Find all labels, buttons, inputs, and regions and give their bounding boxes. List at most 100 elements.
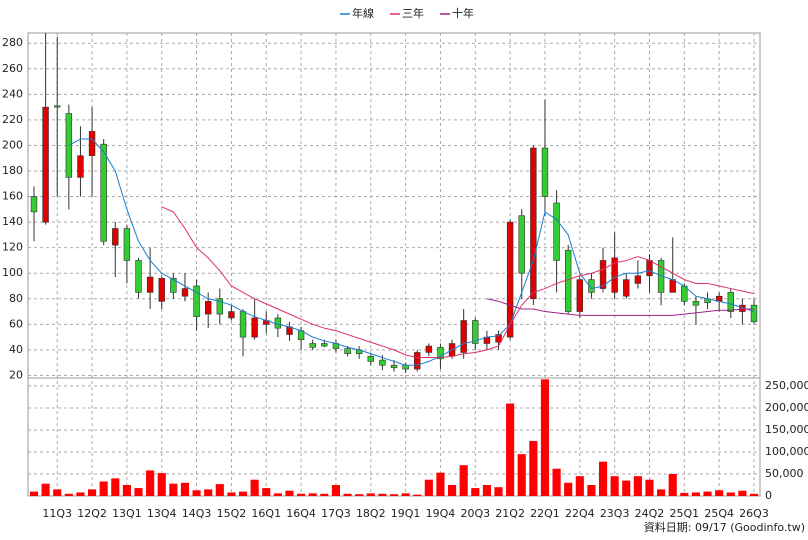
volume-bar (668, 473, 677, 496)
candle-body (112, 228, 119, 246)
x-tick-label: 22Q4 (565, 507, 595, 520)
volume-bar (598, 461, 608, 496)
y-tick-label: 220 (2, 113, 23, 126)
volume-bar (540, 379, 550, 496)
x-tick-label: 22Q1 (530, 507, 560, 520)
volume-bar (355, 494, 364, 496)
volume-bar (726, 492, 735, 496)
candle-body (692, 301, 700, 306)
candle-body (146, 276, 154, 293)
candle-body (530, 147, 537, 300)
candle-body (623, 279, 630, 297)
x-tick-label: 19Q4 (426, 507, 456, 520)
volume-bar (227, 492, 236, 496)
volume-bar (285, 490, 294, 496)
volume-bar (622, 480, 631, 496)
footer-note: 資料日期: 09/17 (Goodinfo.tw) (644, 520, 805, 534)
volume-bar (389, 494, 399, 496)
y-tick-label: 100 (2, 266, 23, 279)
y2-tick-label: 200,000 (765, 401, 808, 414)
candle-body (170, 278, 177, 293)
y-tick-label: 60 (9, 317, 23, 330)
volume-bar (575, 476, 584, 496)
volume-bar (192, 490, 201, 496)
candle-body (588, 279, 595, 293)
candle-body (30, 196, 38, 213)
volume-bar (738, 490, 747, 496)
x-tick-label: 17Q3 (321, 507, 351, 520)
candle-body (611, 257, 618, 293)
candle-body (123, 228, 131, 261)
y-tick-label: 180 (2, 164, 23, 177)
volume-bar (111, 478, 120, 496)
candle-body (321, 343, 328, 347)
x-tick-label: 12Q2 (77, 507, 107, 520)
volume-bar (680, 492, 689, 496)
legend-label: 三年 (402, 6, 424, 20)
x-tick-label: 16Q4 (286, 507, 316, 520)
y-tick-label: 260 (2, 62, 23, 75)
candle-body (158, 278, 165, 302)
volume-bar (482, 484, 491, 496)
volume-bar (645, 479, 654, 496)
y-tick-label: 40 (9, 343, 23, 356)
y2-tick-label: 250,000 (765, 379, 808, 392)
y-tick-label: 280 (2, 36, 23, 49)
volume-bar (587, 484, 596, 496)
y-tick-label: 120 (2, 241, 23, 254)
volume-bar (88, 489, 97, 496)
candle-body (216, 298, 224, 315)
candle-body (634, 275, 642, 284)
candle-body (599, 260, 607, 289)
volume-bar (703, 491, 712, 496)
candle-body (553, 202, 560, 261)
y-tick-label: 160 (2, 190, 23, 203)
volume-bar (262, 488, 271, 496)
candle-body (425, 345, 433, 353)
volume-bar (215, 484, 224, 496)
x-tick-label: 21Q2 (495, 507, 525, 520)
x-tick-label: 20Q3 (460, 507, 490, 520)
volume-bar (250, 479, 259, 496)
y-tick-label: 20 (9, 368, 23, 381)
x-tick-label: 16Q1 (251, 507, 281, 520)
x-tick-label: 13Q1 (112, 507, 142, 520)
x-tick-label: 26Q3 (739, 507, 769, 520)
candle-body (495, 334, 502, 343)
volume-bar (41, 483, 50, 496)
volume-bar (331, 484, 340, 496)
volume-bar (64, 493, 73, 496)
candle-body (204, 301, 212, 315)
volume-bar (517, 454, 526, 496)
candle-body (541, 147, 549, 197)
volume-bar (715, 490, 724, 496)
volume-bar (169, 483, 178, 496)
candle-body (506, 221, 514, 338)
volume-bar (157, 473, 166, 496)
candle-body (750, 304, 758, 323)
candle-body (437, 347, 444, 360)
x-tick-label: 11Q3 (42, 507, 72, 520)
legend-label: 年線 (352, 6, 374, 20)
volume-bar (401, 493, 410, 496)
candle-body (77, 155, 84, 178)
volume-bar (459, 465, 468, 496)
y2-tick-label: 50,000 (765, 467, 804, 480)
candle-body (367, 355, 374, 362)
candle-body (518, 215, 525, 274)
x-tick-label: 23Q3 (600, 507, 630, 520)
volume-bar (238, 491, 248, 496)
candle-body (239, 311, 247, 338)
candle-body (251, 317, 258, 338)
volume-bar (53, 489, 62, 496)
candle-body (344, 348, 351, 355)
ma-line (486, 298, 754, 316)
volume-bar (134, 488, 143, 496)
candle-body (100, 143, 107, 242)
y2-tick-label: 100,000 (765, 445, 808, 458)
volume-bar (308, 493, 317, 496)
y2-tick-label: 150,000 (765, 423, 808, 436)
volume-bar (494, 487, 503, 496)
volume-bar (506, 403, 515, 496)
